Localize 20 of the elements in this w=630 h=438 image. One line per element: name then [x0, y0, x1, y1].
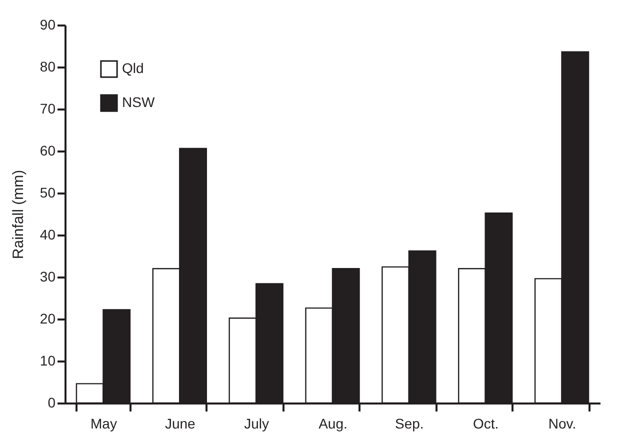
y-tick-label: 10: [40, 352, 56, 368]
x-tick-label: June: [164, 416, 196, 432]
y-tick-label: 40: [40, 226, 56, 242]
x-tick-label: Sep.: [395, 416, 424, 432]
y-tick-label: 80: [40, 58, 56, 74]
y-tick-label: 90: [40, 16, 56, 32]
y-tick-label: 20: [40, 310, 56, 326]
x-tick-label: Aug.: [318, 416, 348, 432]
y-tick-label: 30: [40, 268, 56, 284]
x-tick-label: Nov.: [548, 416, 576, 432]
legend-label: NSW: [122, 94, 156, 110]
x-tick-label: Oct.: [473, 416, 499, 432]
x-tick-label: July: [244, 416, 270, 432]
y-tick-label: 0: [48, 394, 56, 410]
y-tick-label: 70: [40, 100, 56, 116]
y-tick-label: 60: [40, 142, 56, 158]
y-axis-title: Rainfall (mm): [10, 170, 27, 260]
legend-label: Qld: [122, 60, 144, 76]
x-tick-label: May: [90, 416, 117, 432]
y-tick-label: 50: [40, 184, 56, 200]
